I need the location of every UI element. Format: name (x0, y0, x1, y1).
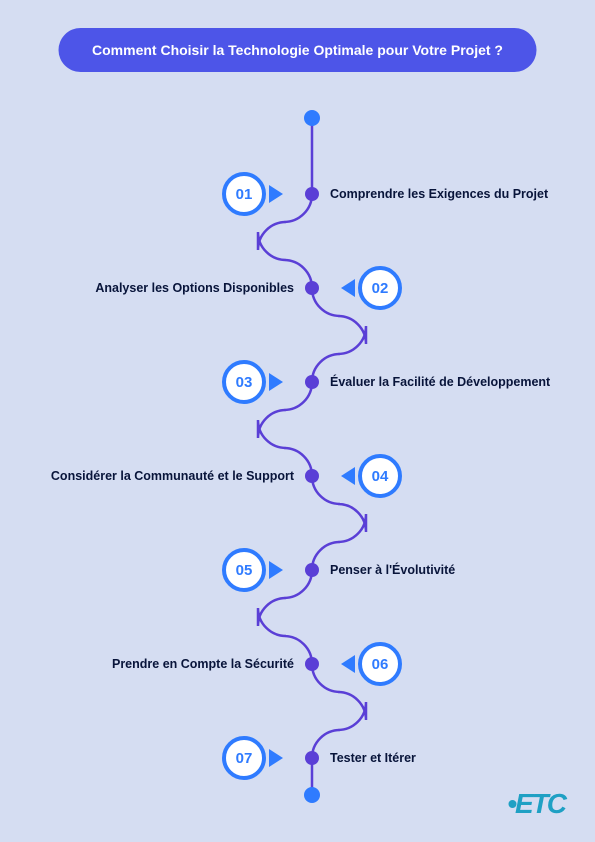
step-node-07: 07 (222, 736, 266, 780)
step-node-02: 02 (358, 266, 402, 310)
step-dot-03 (305, 375, 319, 389)
step-arrow-03 (269, 373, 283, 391)
step-label-04: Considérer la Communauté et le Support (51, 469, 294, 483)
step-node-03: 03 (222, 360, 266, 404)
step-dot-06 (305, 657, 319, 671)
step-arrow-04 (341, 467, 355, 485)
step-label-05: Penser à l'Évolutivité (330, 563, 455, 577)
step-node-04: 04 (358, 454, 402, 498)
step-label-01: Comprendre les Exigences du Projet (330, 187, 548, 201)
step-dot-07 (305, 751, 319, 765)
step-dot-05 (305, 563, 319, 577)
step-label-02: Analyser les Options Disponibles (95, 281, 294, 295)
logo: •ETC (507, 788, 565, 820)
step-dot-04 (305, 469, 319, 483)
step-node-05: 05 (222, 548, 266, 592)
step-arrow-06 (341, 655, 355, 673)
step-dot-02 (305, 281, 319, 295)
path-start-dot (304, 110, 320, 126)
step-label-07: Tester et Itérer (330, 751, 416, 765)
step-arrow-07 (269, 749, 283, 767)
logo-text: ETC (515, 788, 565, 819)
step-arrow-01 (269, 185, 283, 203)
step-arrow-05 (269, 561, 283, 579)
step-node-01: 01 (222, 172, 266, 216)
step-label-06: Prendre en Compte la Sécurité (112, 657, 294, 671)
logo-bullet: • (507, 788, 515, 819)
step-node-06: 06 (358, 642, 402, 686)
serpentine-path (0, 0, 595, 842)
step-label-03: Évaluer la Facilité de Développement (330, 375, 550, 389)
step-dot-01 (305, 187, 319, 201)
path-end-dot (304, 787, 320, 803)
step-arrow-02 (341, 279, 355, 297)
